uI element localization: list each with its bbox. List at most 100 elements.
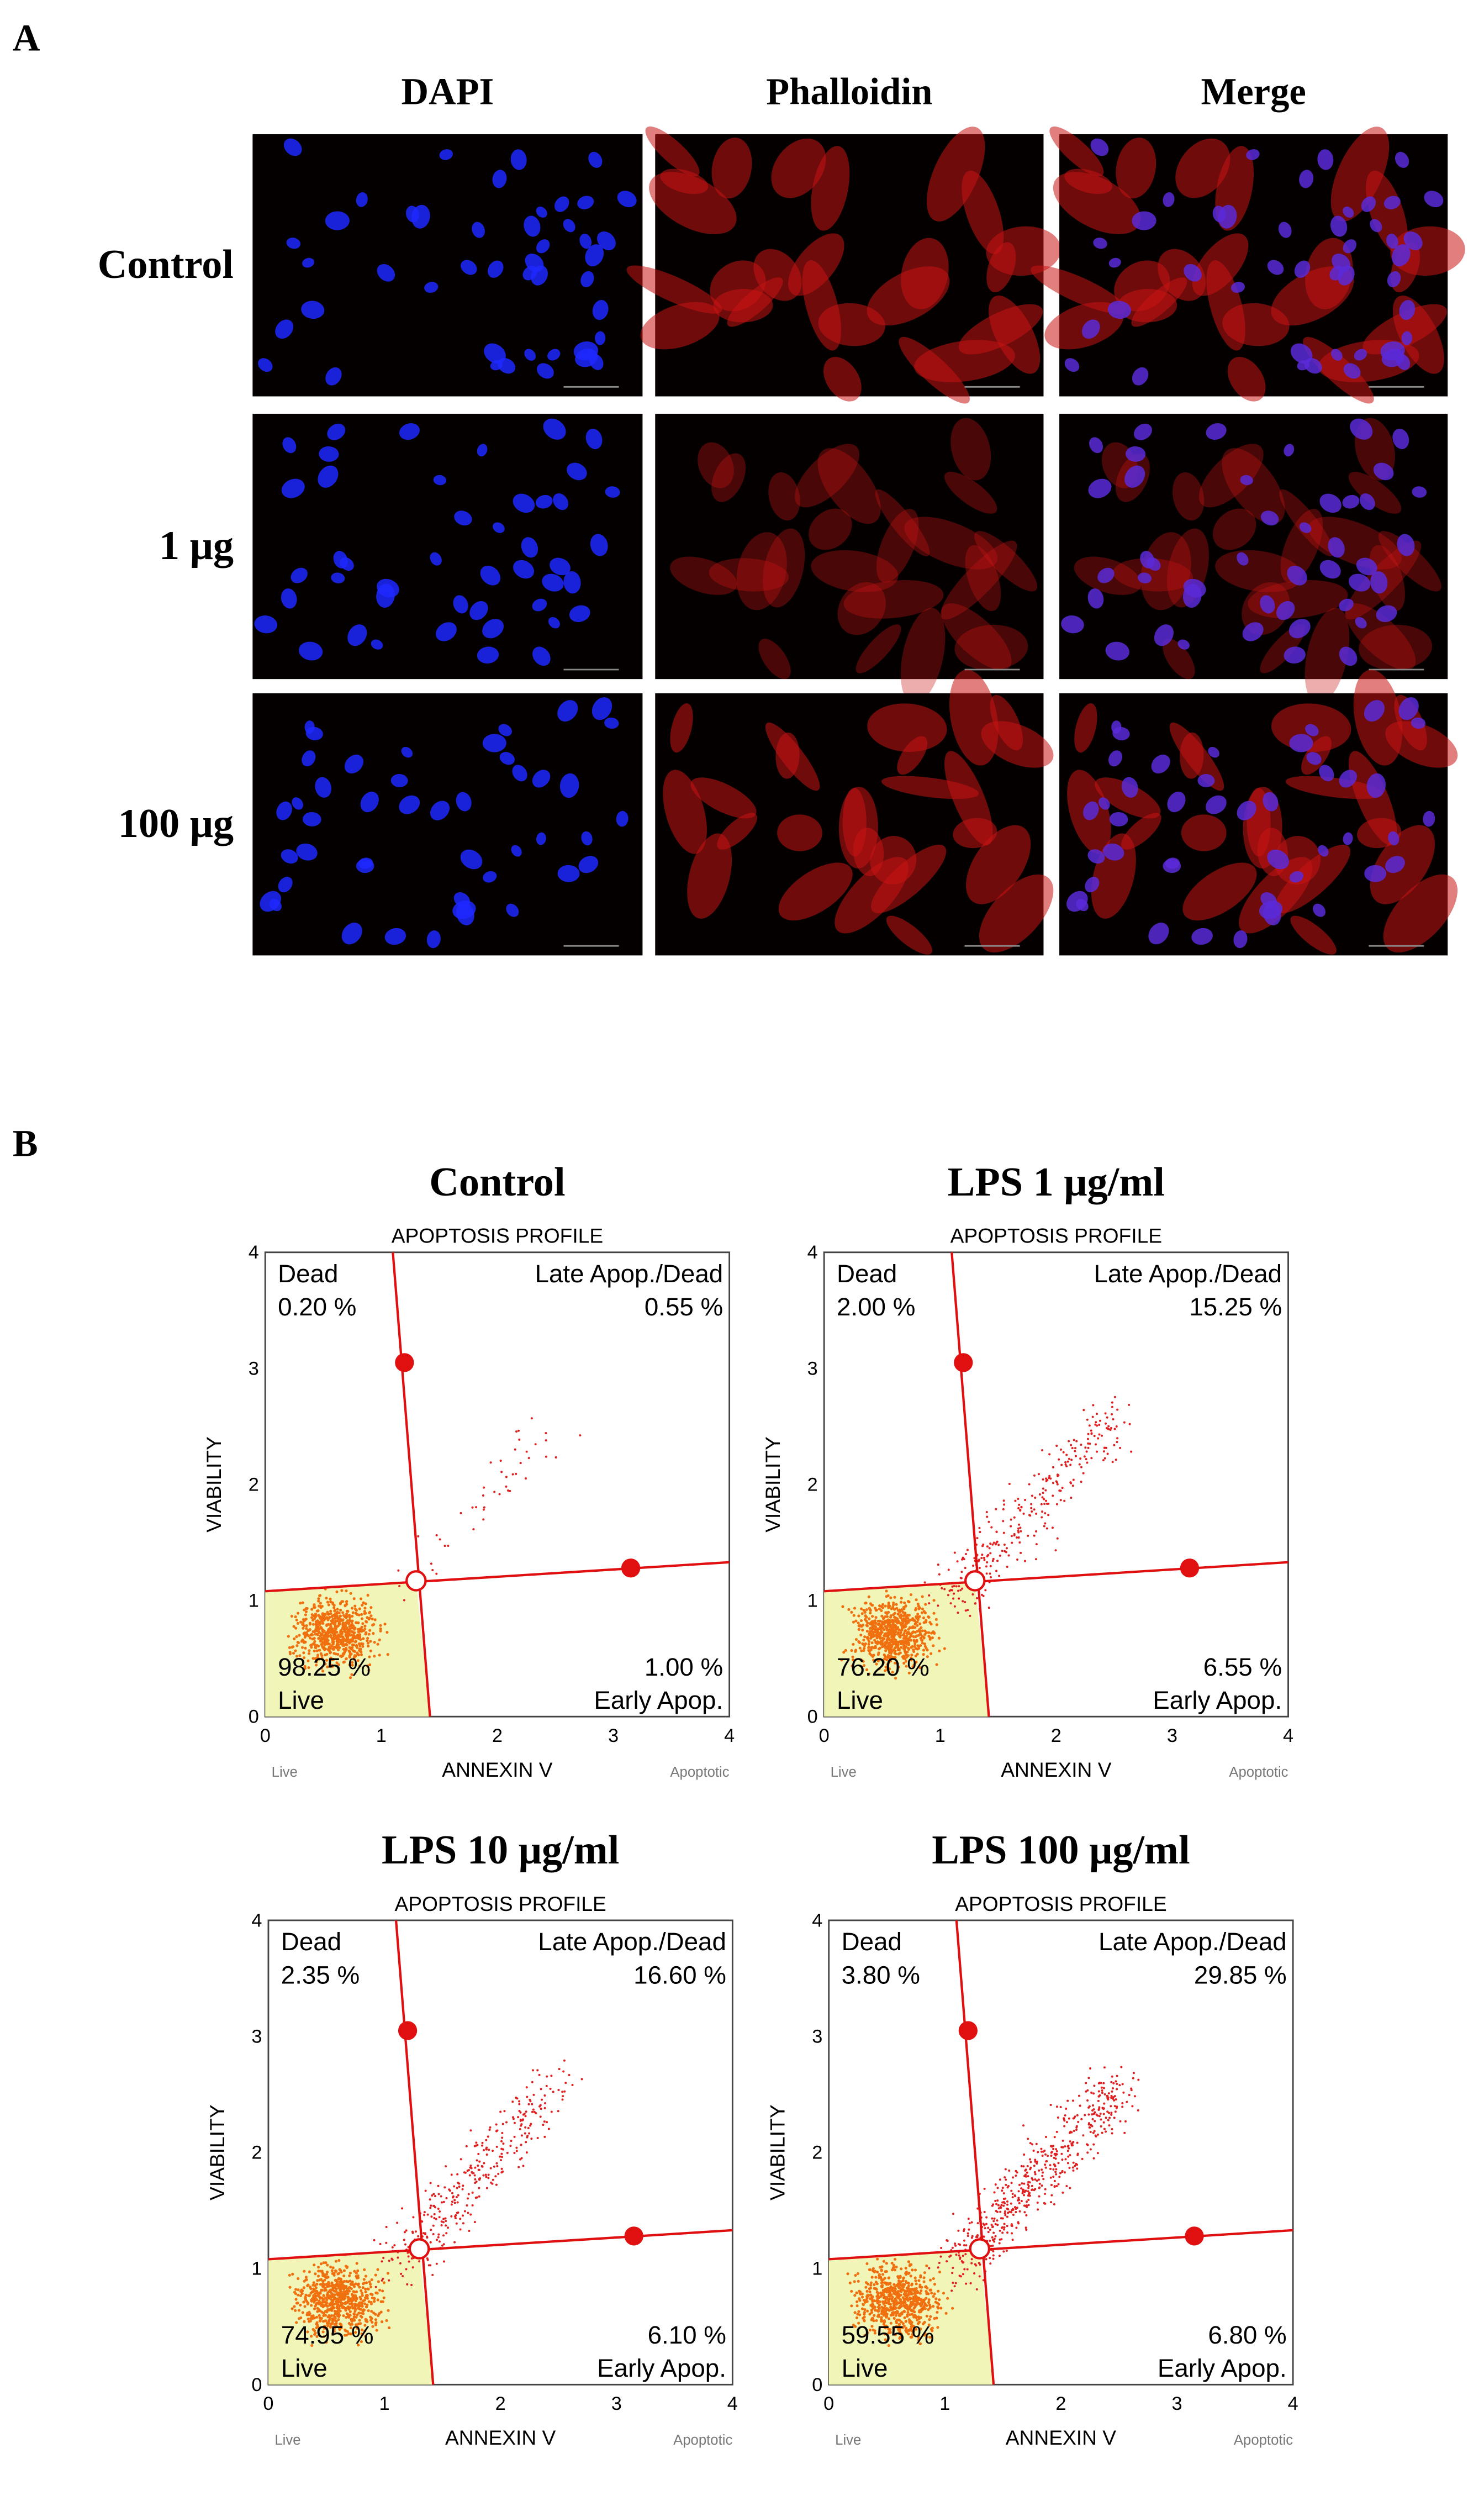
event	[319, 1617, 323, 1620]
event	[1103, 2066, 1106, 2069]
event	[865, 1608, 868, 1612]
event	[897, 2276, 900, 2279]
event	[867, 1646, 870, 1650]
event	[335, 1614, 338, 1617]
y-tick-label: 3	[812, 2026, 822, 2047]
event	[878, 2295, 881, 2299]
event	[483, 1506, 485, 1509]
event	[870, 1646, 874, 1649]
cell-actin	[1095, 777, 1161, 819]
event	[1044, 2192, 1047, 2195]
event	[890, 1644, 893, 1647]
nucleus	[1370, 571, 1388, 594]
cell-actin	[771, 138, 826, 198]
event	[332, 1648, 335, 1651]
nucleus	[1089, 437, 1103, 454]
nucleus	[521, 537, 538, 558]
event	[907, 2282, 910, 2285]
event	[438, 2216, 441, 2219]
cell-actin	[687, 833, 732, 919]
event	[931, 1636, 934, 1640]
nucleus	[1299, 522, 1312, 533]
event	[320, 1654, 324, 1657]
nucleus	[1163, 192, 1175, 207]
event	[898, 2306, 901, 2309]
event	[998, 2255, 1001, 2257]
event	[1074, 2165, 1076, 2167]
nucleus	[1083, 801, 1099, 820]
event	[301, 1623, 304, 1626]
nucleus	[536, 239, 550, 254]
cell-actin	[876, 509, 919, 583]
event	[1061, 2191, 1064, 2194]
event	[944, 2312, 948, 2315]
event	[1126, 2100, 1128, 2103]
event	[995, 1530, 998, 1533]
quadrant-percent: 0.20 %	[278, 1293, 356, 1321]
event	[336, 1648, 340, 1652]
event	[1020, 1506, 1023, 1509]
event	[1017, 2222, 1020, 2225]
quadrant-percent: 3.80 %	[842, 1961, 920, 1989]
event	[1102, 2113, 1105, 2115]
event	[915, 1615, 918, 1618]
nucleus	[554, 196, 569, 212]
event	[1133, 2095, 1136, 2098]
event	[1023, 1560, 1026, 1562]
event	[905, 1616, 909, 1620]
event	[1017, 1536, 1020, 1539]
event	[536, 2069, 539, 2072]
event	[440, 2224, 443, 2226]
event	[433, 2216, 436, 2219]
event	[398, 1584, 401, 1587]
event	[378, 2288, 382, 2292]
event	[360, 2301, 363, 2304]
event	[326, 1600, 330, 1604]
quadrant-percent: 1.00 %	[645, 1653, 723, 1681]
event	[357, 1637, 361, 1640]
nucleus	[454, 510, 472, 526]
nucleus	[283, 138, 302, 156]
event	[958, 1597, 960, 1600]
nucleus	[1061, 615, 1084, 634]
cell-actin	[974, 531, 1038, 592]
y-tick-label: 0	[249, 1707, 259, 1728]
event	[916, 1602, 920, 1605]
event	[1086, 2151, 1089, 2154]
event	[369, 1640, 372, 1643]
event	[1119, 2120, 1122, 2123]
event	[383, 1623, 387, 1626]
event	[920, 1611, 924, 1614]
event	[865, 1668, 869, 1671]
event	[924, 1603, 927, 1606]
nucleus	[275, 319, 294, 339]
event	[1043, 1525, 1045, 1528]
event	[876, 1642, 879, 1645]
nucleus	[569, 605, 590, 623]
cell-actin	[763, 528, 805, 608]
event	[373, 1655, 376, 1658]
event	[478, 2195, 480, 2198]
event	[927, 1631, 931, 1634]
event	[314, 1613, 317, 1616]
event	[397, 2256, 399, 2259]
nucleus	[401, 746, 413, 758]
nucleus	[1287, 565, 1307, 586]
event	[405, 2229, 408, 2232]
event	[907, 1614, 911, 1617]
event	[525, 2141, 527, 2144]
event	[918, 2283, 922, 2287]
cell-actin	[1222, 448, 1285, 524]
row-header: 1 μg	[159, 523, 234, 568]
event	[374, 2313, 377, 2316]
event	[998, 1575, 1001, 1577]
event	[368, 1610, 372, 1614]
x-tick-label: 2	[492, 1725, 503, 1746]
event	[1101, 2131, 1103, 2134]
event	[910, 2282, 913, 2286]
event	[355, 1609, 358, 1612]
event	[992, 2220, 995, 2223]
event	[543, 2120, 546, 2123]
event	[1061, 2158, 1064, 2161]
event	[494, 2175, 497, 2178]
